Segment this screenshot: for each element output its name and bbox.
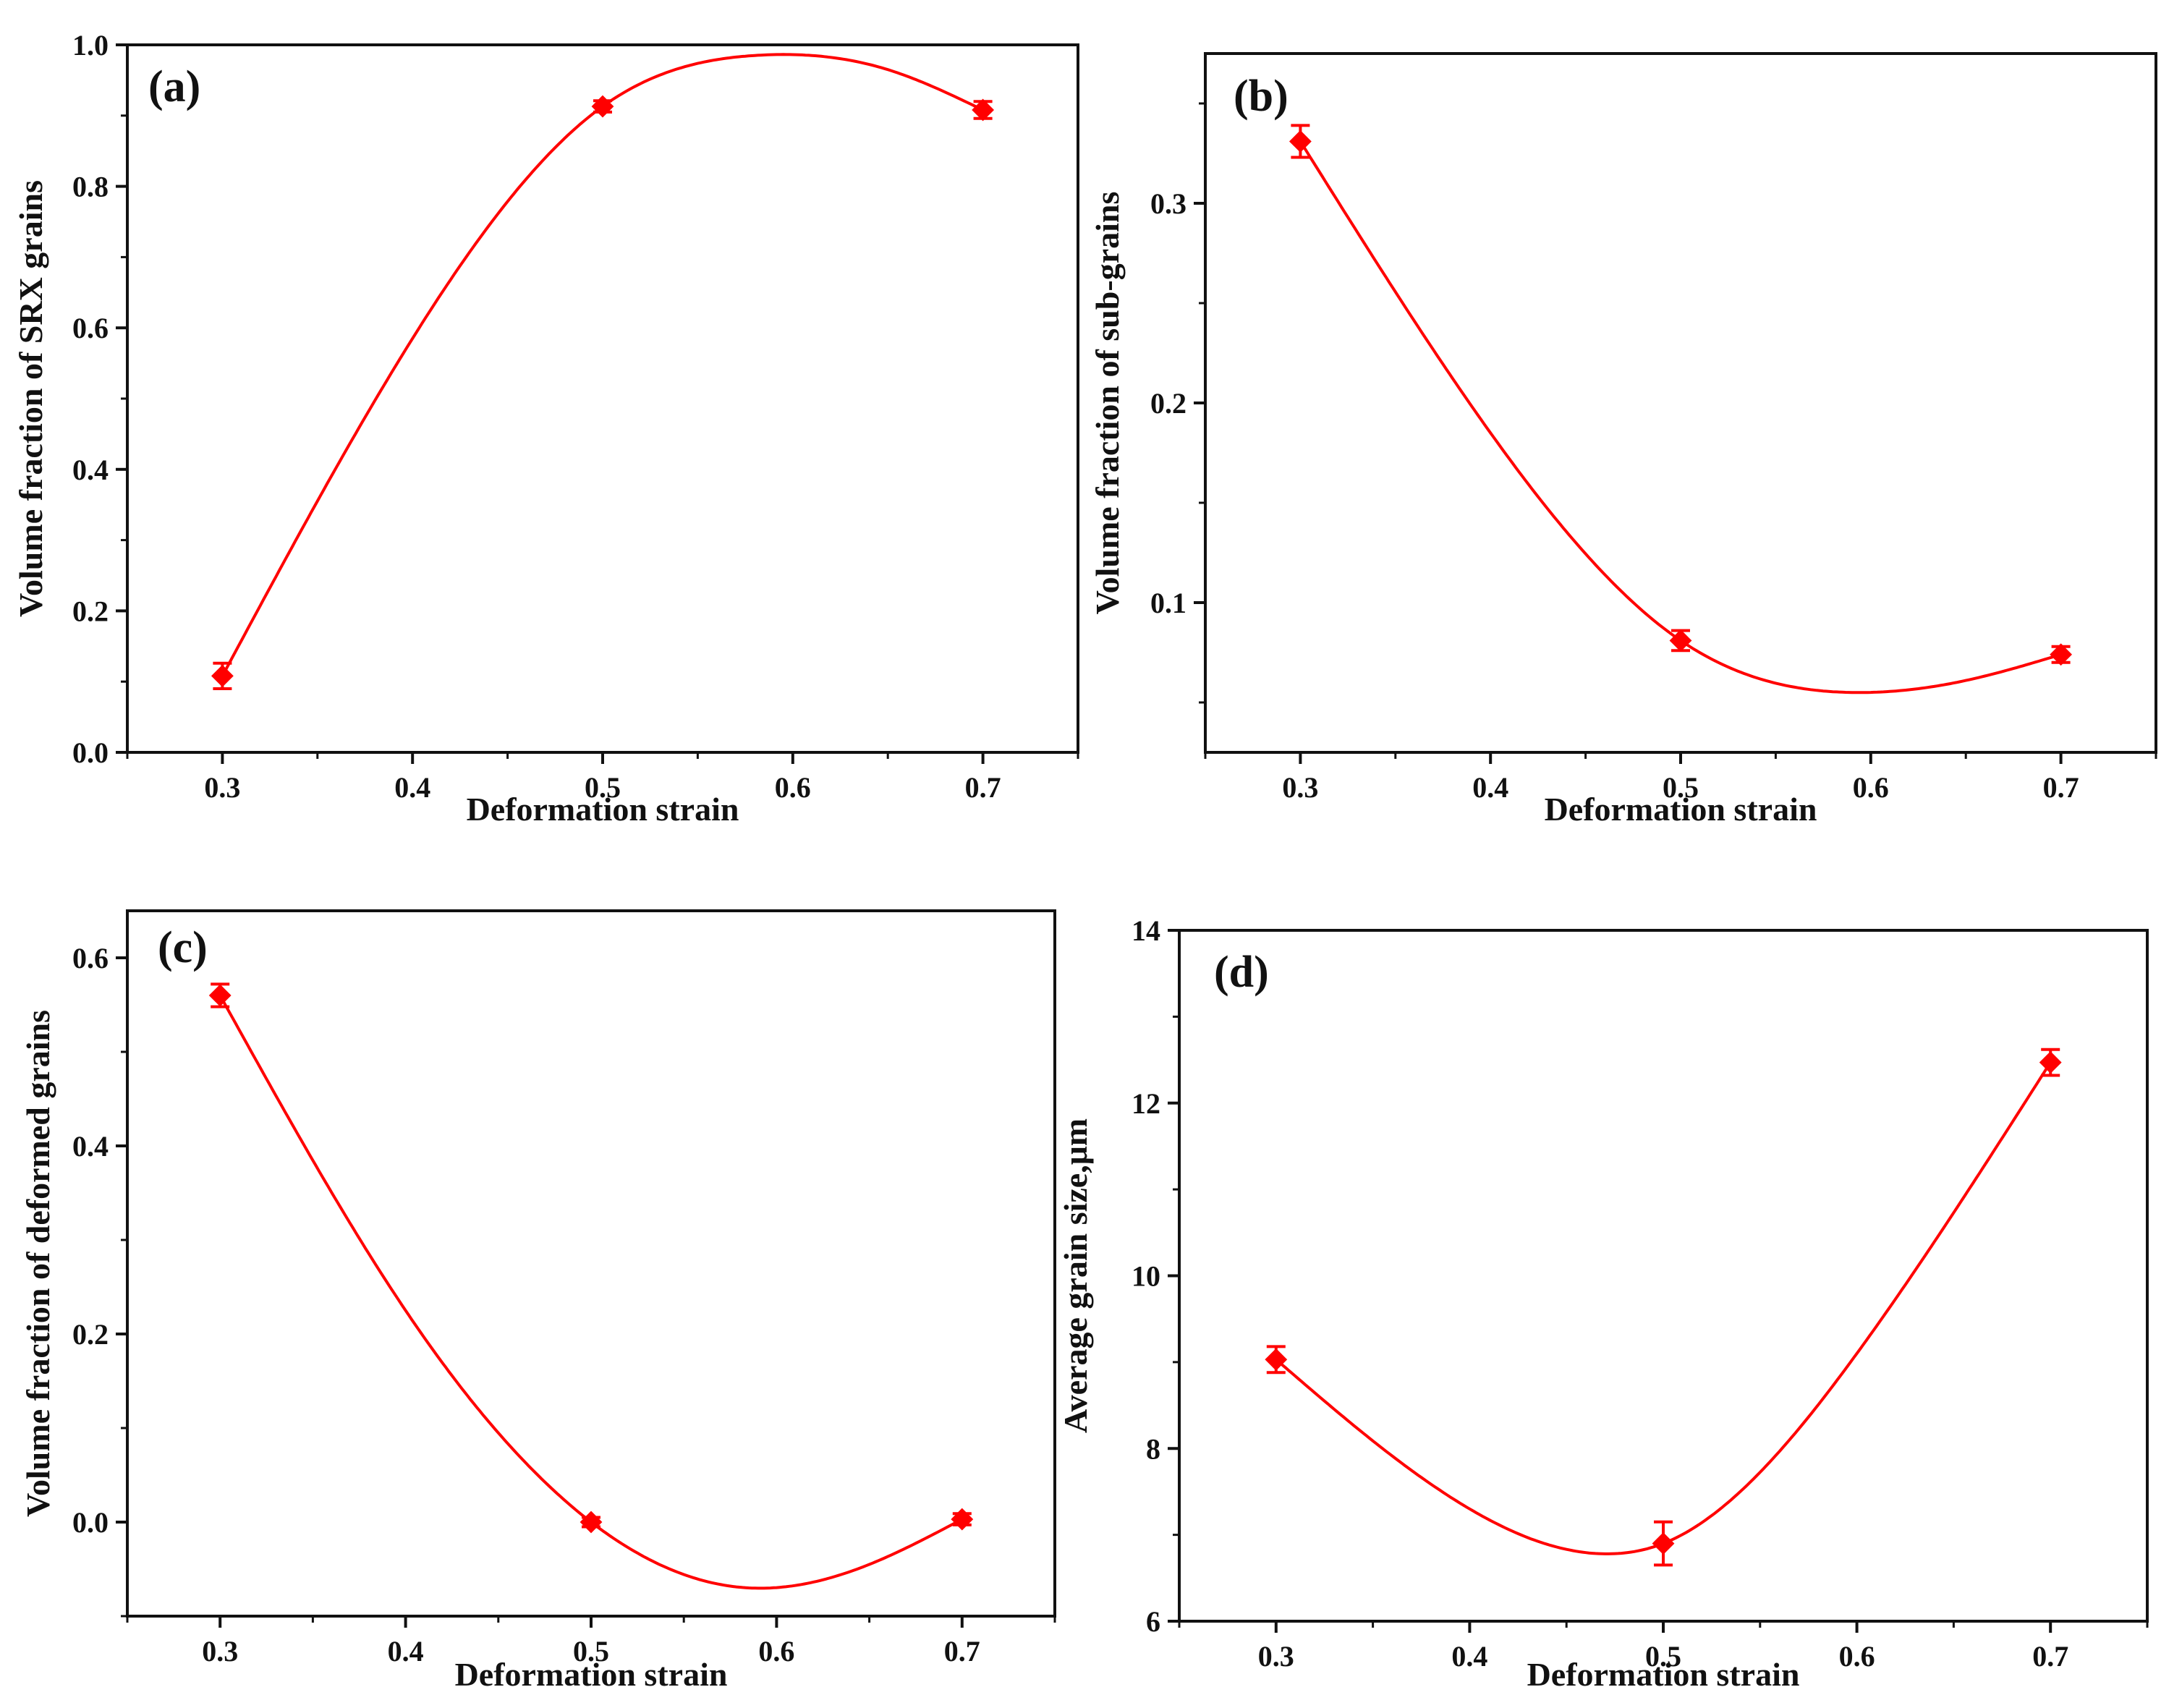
x-tick-label: 0.6 bbox=[758, 1635, 794, 1667]
fit-curve bbox=[1299, 140, 2062, 694]
x-tick-label: 0.7 bbox=[2032, 1640, 2068, 1673]
y-tick-label: 0.3 bbox=[1150, 187, 1186, 220]
data-point bbox=[951, 1508, 974, 1531]
x-tick-label: 0.4 bbox=[388, 1635, 424, 1667]
chart-panel-a: 0.3 0.4 0.5 0.6 0.7 0.0 0.2 0.4 0.6 0.8 1.0 Deforma… bbox=[12, 29, 1079, 828]
y-tick-label: 8 bbox=[1146, 1432, 1160, 1465]
x-tick-label: 0.6 bbox=[1839, 1640, 1875, 1673]
plot-frame bbox=[126, 43, 1079, 754]
y-tick-label: 0.6 bbox=[72, 942, 109, 974]
data-point bbox=[1265, 1348, 1288, 1371]
y-tick-label: 0.8 bbox=[72, 171, 109, 203]
y-axis-title: Volume fraction of SRX grains bbox=[12, 180, 49, 617]
y-tick-label: 0.0 bbox=[72, 736, 109, 769]
x-axis-title: Deformation strain bbox=[1545, 791, 1817, 828]
plot-frame bbox=[126, 909, 1056, 1618]
x-tick-label: 0.5 bbox=[1645, 1640, 1681, 1673]
fit-curve bbox=[221, 53, 984, 677]
x-tick-label: 0.4 bbox=[1451, 1640, 1487, 1673]
y-axis-title: Average grain size,μm bbox=[1057, 1118, 1094, 1433]
y-tick-label: 12 bbox=[1132, 1087, 1160, 1120]
x-tick-label: 0.5 bbox=[573, 1635, 609, 1667]
y-axis-title: Volume fraction of sub-grains bbox=[1089, 192, 1126, 615]
y-tick-label: 0.1 bbox=[1150, 587, 1186, 619]
x-tick-label: 0.5 bbox=[1663, 771, 1699, 804]
y-tick-label: 0.6 bbox=[72, 312, 109, 344]
data-point bbox=[2050, 643, 2073, 666]
plot-frame bbox=[1178, 929, 2149, 1623]
chart-panel-d: 0.3 0.4 0.5 0.6 0.7 6 8 10 12 14 Deformation strai… bbox=[1057, 914, 2149, 1693]
y-tick-label: 6 bbox=[1146, 1605, 1160, 1638]
fit-curve bbox=[218, 995, 963, 1590]
data-point bbox=[1652, 1532, 1675, 1555]
x-tick-label: 0.3 bbox=[202, 1635, 238, 1667]
x-tick-label: 0.6 bbox=[1853, 771, 1889, 804]
panel-label: (a) bbox=[148, 62, 200, 111]
data-point bbox=[591, 95, 614, 118]
y-tick-label: 0.4 bbox=[72, 1130, 109, 1163]
x-tick-label: 0.7 bbox=[2043, 771, 2079, 804]
y-tick-label: 14 bbox=[1132, 914, 1160, 947]
fit-curve bbox=[1275, 1061, 2052, 1555]
panel-label: (d) bbox=[1214, 948, 1269, 997]
x-tick-label: 0.7 bbox=[965, 771, 1001, 804]
x-tick-label: 0.3 bbox=[1258, 1640, 1294, 1673]
panel-label: (c) bbox=[158, 923, 208, 972]
chart-panel-c: 0.3 0.4 0.5 0.6 0.7 0.0 0.2 0.4 0.6 Deformation s… bbox=[20, 909, 1056, 1693]
y-tick-label: 0.2 bbox=[72, 595, 109, 627]
y-tick-label: 0.4 bbox=[72, 454, 109, 486]
data-point bbox=[580, 1511, 603, 1534]
data-point bbox=[1669, 629, 1692, 652]
y-tick-label: 10 bbox=[1132, 1260, 1160, 1293]
x-axis-title: Deformation strain bbox=[1527, 1656, 1800, 1693]
data-point bbox=[1289, 130, 1312, 153]
chart-panel-b: 0.3 0.4 0.5 0.6 0.7 0.1 0.2 0.3 Deformation stra… bbox=[1089, 52, 2157, 828]
panel-label: (b) bbox=[1234, 72, 1289, 121]
x-tick-label: 0.4 bbox=[394, 771, 430, 804]
x-axis-title: Deformation strain bbox=[455, 1656, 728, 1693]
data-point bbox=[972, 98, 995, 122]
data-point bbox=[2039, 1051, 2062, 1074]
x-tick-label: 0.3 bbox=[1282, 771, 1318, 804]
data-point bbox=[208, 984, 232, 1007]
x-tick-label: 0.5 bbox=[585, 771, 621, 804]
data-point bbox=[211, 664, 234, 687]
y-axis-title: Volume fraction of deformed grains bbox=[20, 1010, 56, 1517]
x-tick-label: 0.6 bbox=[775, 771, 811, 804]
y-tick-label: 1.0 bbox=[72, 29, 109, 61]
y-tick-label: 0.0 bbox=[72, 1506, 109, 1539]
x-axis-title: Deformation strain bbox=[467, 791, 739, 828]
x-tick-label: 0.7 bbox=[944, 1635, 980, 1667]
x-tick-label: 0.3 bbox=[204, 771, 240, 804]
y-tick-label: 0.2 bbox=[72, 1318, 109, 1351]
y-tick-label: 0.2 bbox=[1150, 387, 1186, 420]
x-tick-label: 0.4 bbox=[1472, 771, 1508, 804]
